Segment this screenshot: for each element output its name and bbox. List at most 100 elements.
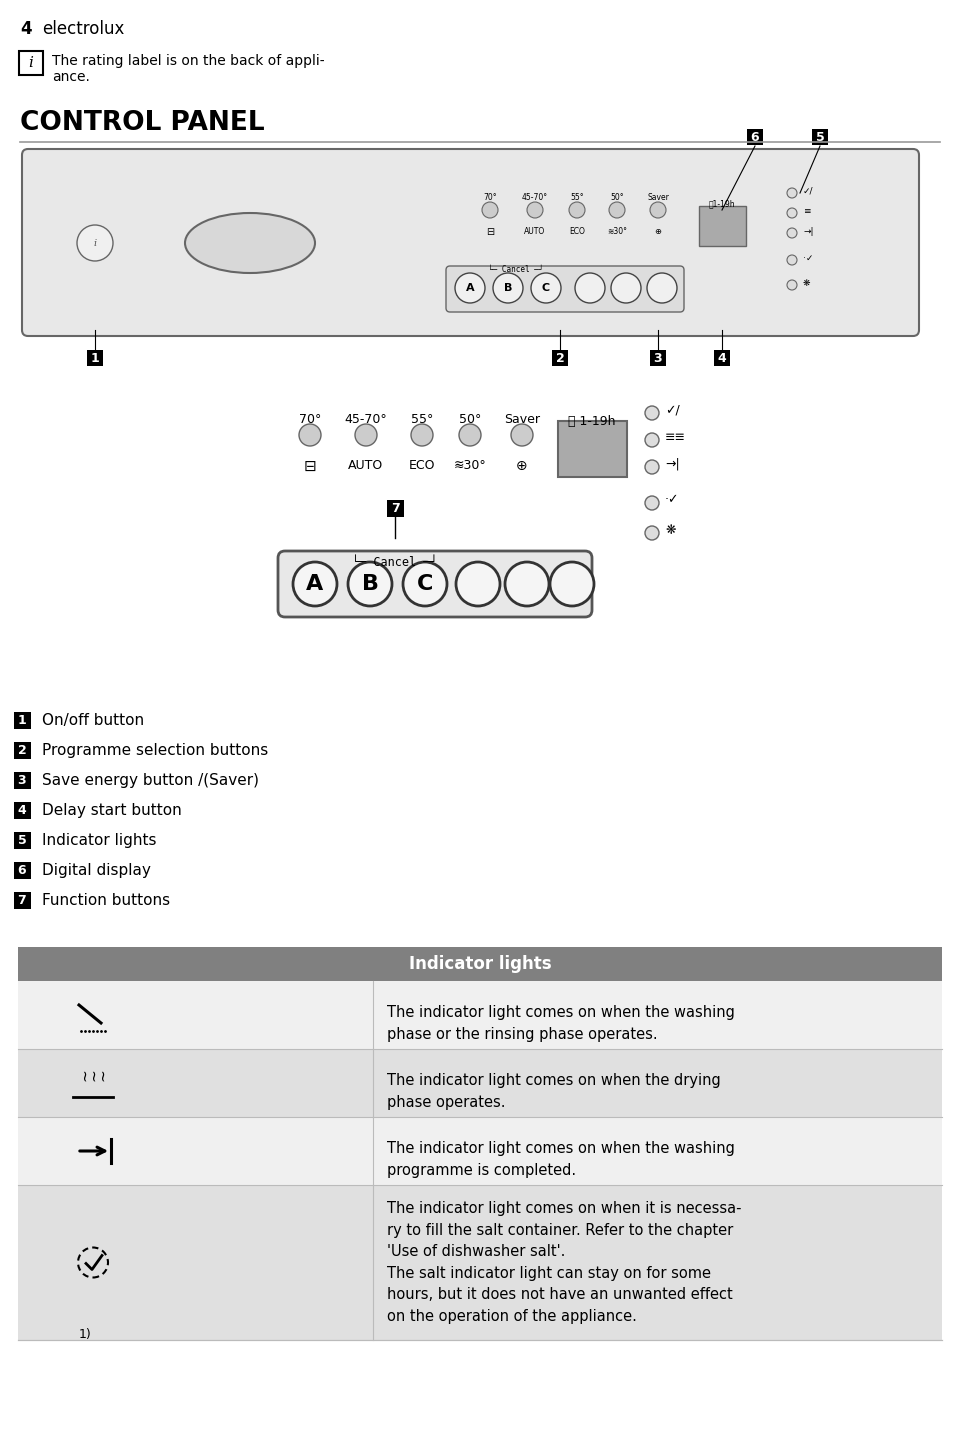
Text: ✓/: ✓/ xyxy=(803,187,813,196)
Text: Digital display: Digital display xyxy=(42,863,151,877)
Text: 55°: 55° xyxy=(570,193,584,202)
Text: i: i xyxy=(29,57,34,70)
Text: The rating label is on the back of appli-
ance.: The rating label is on the back of appli… xyxy=(52,54,324,84)
Circle shape xyxy=(355,423,377,447)
Text: The indicator light comes on when the washing
programme is completed.: The indicator light comes on when the wa… xyxy=(387,1141,734,1177)
Text: ⏱ 1-19h: ⏱ 1-19h xyxy=(568,415,615,428)
Text: ~: ~ xyxy=(77,1069,91,1082)
FancyBboxPatch shape xyxy=(699,206,746,246)
FancyBboxPatch shape xyxy=(13,771,31,789)
Circle shape xyxy=(527,202,543,218)
Circle shape xyxy=(787,255,797,265)
Text: The indicator light comes on when the drying
phase operates.: The indicator light comes on when the dr… xyxy=(387,1073,721,1109)
Circle shape xyxy=(645,406,659,420)
Text: 50°: 50° xyxy=(459,413,481,426)
Circle shape xyxy=(645,434,659,447)
Text: ❋: ❋ xyxy=(803,278,810,287)
Text: ECO: ECO xyxy=(409,460,435,473)
FancyBboxPatch shape xyxy=(387,499,403,516)
Text: ⊟: ⊟ xyxy=(303,460,317,474)
Text: 70°: 70° xyxy=(483,193,497,202)
Text: Saver: Saver xyxy=(504,413,540,426)
Text: ECO: ECO xyxy=(569,228,585,236)
Text: 1: 1 xyxy=(17,713,26,726)
Text: On/off button: On/off button xyxy=(42,712,144,728)
Circle shape xyxy=(787,188,797,199)
Circle shape xyxy=(531,273,561,303)
Circle shape xyxy=(411,423,433,447)
Text: 4: 4 xyxy=(718,351,727,364)
FancyBboxPatch shape xyxy=(812,129,828,145)
Text: ≋30°: ≋30° xyxy=(607,228,627,236)
Circle shape xyxy=(650,202,666,218)
Circle shape xyxy=(77,225,113,261)
Circle shape xyxy=(647,273,677,303)
Text: i: i xyxy=(93,238,97,248)
FancyBboxPatch shape xyxy=(87,349,103,365)
Text: AUTO: AUTO xyxy=(348,460,384,473)
Circle shape xyxy=(299,423,321,447)
Circle shape xyxy=(482,202,498,218)
Text: 50°: 50° xyxy=(611,193,624,202)
Text: 7: 7 xyxy=(17,893,26,906)
FancyBboxPatch shape xyxy=(18,982,942,1048)
Text: Delay start button: Delay start button xyxy=(42,802,181,818)
FancyBboxPatch shape xyxy=(22,149,919,336)
Text: ~: ~ xyxy=(94,1069,109,1082)
FancyBboxPatch shape xyxy=(747,129,763,145)
Text: Programme selection buttons: Programme selection buttons xyxy=(42,742,268,757)
FancyBboxPatch shape xyxy=(13,892,31,909)
FancyBboxPatch shape xyxy=(18,1116,942,1185)
Text: 1): 1) xyxy=(79,1328,92,1341)
Text: AUTO: AUTO xyxy=(524,228,545,236)
Text: C: C xyxy=(417,574,433,594)
Text: ⊕: ⊕ xyxy=(655,228,661,236)
Text: 4: 4 xyxy=(17,803,26,816)
Text: A: A xyxy=(466,283,474,293)
Circle shape xyxy=(569,202,585,218)
Text: ·✓: ·✓ xyxy=(665,493,680,506)
Circle shape xyxy=(455,273,485,303)
Text: ·✓: ·✓ xyxy=(803,254,813,262)
Text: ≡≡: ≡≡ xyxy=(665,431,686,444)
Text: 3: 3 xyxy=(654,351,662,364)
Circle shape xyxy=(645,526,659,539)
Text: The indicator light comes on when it is necessa-
ry to fill the salt container. : The indicator light comes on when it is … xyxy=(387,1201,741,1324)
Circle shape xyxy=(348,563,392,606)
Text: 1: 1 xyxy=(90,351,100,364)
Text: ✓/: ✓/ xyxy=(665,403,680,416)
FancyBboxPatch shape xyxy=(714,349,730,365)
Text: ~: ~ xyxy=(85,1069,101,1082)
Circle shape xyxy=(645,496,659,510)
Text: ⊟: ⊟ xyxy=(486,228,494,236)
Circle shape xyxy=(609,202,625,218)
Ellipse shape xyxy=(185,213,315,273)
Text: The indicator light comes on when the washing
phase or the rinsing phase operate: The indicator light comes on when the wa… xyxy=(387,1005,734,1041)
Circle shape xyxy=(611,273,641,303)
Text: └─ Cancel ─┘: └─ Cancel ─┘ xyxy=(489,265,543,274)
Text: ⊕: ⊕ xyxy=(516,460,528,473)
Circle shape xyxy=(645,460,659,474)
FancyBboxPatch shape xyxy=(13,712,31,728)
FancyBboxPatch shape xyxy=(19,51,43,75)
Text: Function buttons: Function buttons xyxy=(42,893,170,908)
FancyBboxPatch shape xyxy=(13,741,31,758)
Circle shape xyxy=(403,563,447,606)
Circle shape xyxy=(511,423,533,447)
Text: C: C xyxy=(542,283,550,293)
FancyBboxPatch shape xyxy=(18,1185,942,1340)
FancyBboxPatch shape xyxy=(18,1048,942,1116)
Text: B: B xyxy=(504,283,513,293)
Circle shape xyxy=(456,563,500,606)
Circle shape xyxy=(459,423,481,447)
Text: →|: →| xyxy=(665,458,680,470)
Text: 6: 6 xyxy=(17,864,26,876)
Text: ≡: ≡ xyxy=(803,206,810,216)
Text: Indicator lights: Indicator lights xyxy=(409,956,551,973)
Text: 55°: 55° xyxy=(411,413,433,426)
Text: Saver: Saver xyxy=(647,193,669,202)
FancyBboxPatch shape xyxy=(13,861,31,879)
Text: Indicator lights: Indicator lights xyxy=(42,832,156,847)
Text: CONTROL PANEL: CONTROL PANEL xyxy=(20,110,265,136)
Text: 6: 6 xyxy=(751,130,759,144)
